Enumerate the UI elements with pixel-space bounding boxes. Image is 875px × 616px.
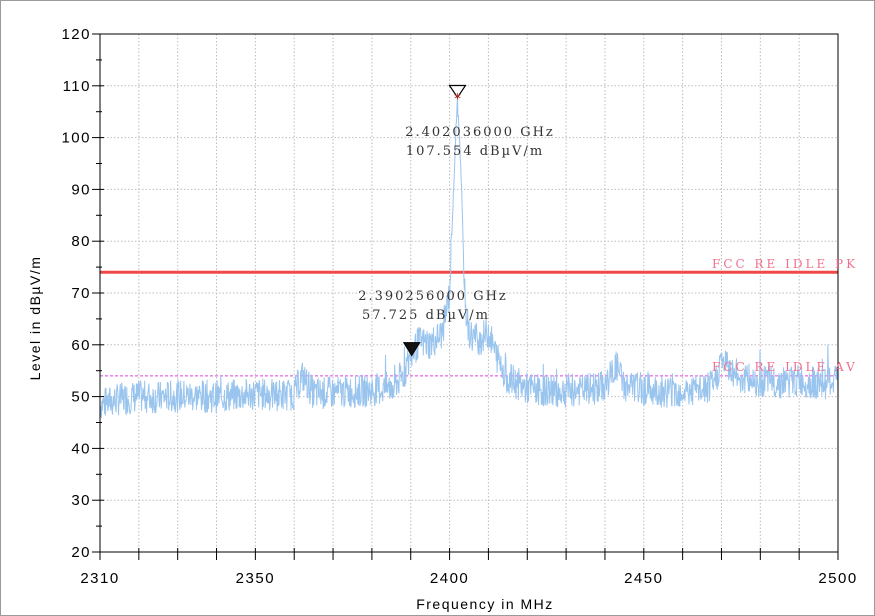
av-limit-label: FCC RE IDLE AV <box>712 360 858 374</box>
y-tick-label: 90 <box>71 181 91 198</box>
y-tick-label: 110 <box>63 78 91 95</box>
measurement-trace <box>99 95 839 419</box>
peak-marker-frequency-label: 2.402036000 GHz <box>405 125 555 140</box>
band-edge-marker-frequency-label: 2.390256000 GHz <box>358 289 508 304</box>
band-edge-marker-triangle <box>402 342 421 357</box>
x-tick-label: 2400 <box>430 570 469 587</box>
x-tick-label: 2350 <box>236 570 275 587</box>
y-tick-label: 100 <box>61 130 91 147</box>
y-tick-label: 120 <box>61 26 91 43</box>
x-tick-label: 2450 <box>624 570 663 587</box>
trace-group <box>99 95 839 419</box>
x-tick-label: 2310 <box>80 570 119 587</box>
pk-limit-label: FCC RE IDLE PK <box>712 257 858 271</box>
marker-group: * <box>402 84 467 357</box>
x-tick-label: 2500 <box>818 570 857 587</box>
axes: 20 30 40 50 60 70 80 90 100 110 120 2310 2350 2400 245… <box>61 26 857 587</box>
grid <box>100 34 838 552</box>
y-axis-label: Level in dBµV/m <box>27 256 43 381</box>
y-tick-label: 40 <box>71 440 91 457</box>
y-tick-label: 20 <box>71 544 91 561</box>
y-tick-label: 80 <box>71 233 91 250</box>
peak-marker-star: * <box>454 91 461 107</box>
y-tick-label: 60 <box>71 337 91 354</box>
x-axis-label: Frequency in MHz <box>416 596 554 612</box>
band-edge-marker-level-label: 57.725 dBµV/m <box>362 308 490 323</box>
peak-marker-triangle <box>448 84 467 99</box>
peak-marker-level-label: 107.554 dBµV/m <box>406 144 544 159</box>
y-tick-label: 50 <box>71 389 91 406</box>
y-tick-label: 30 <box>71 492 91 509</box>
y-tick-label: 70 <box>71 285 91 302</box>
